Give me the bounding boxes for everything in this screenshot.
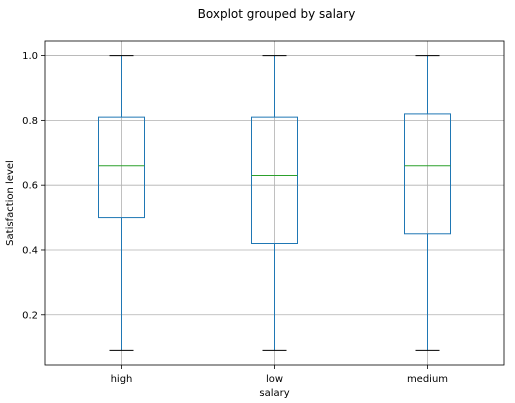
box-group-high [98, 55, 145, 351]
box-group-low [251, 55, 298, 351]
iqr-box-high [98, 116, 145, 219]
x-tick-label-medium: medium [407, 374, 448, 385]
y-tick-label-0: 0.2 [22, 310, 38, 321]
y-tick-label-4: 1.0 [22, 51, 38, 62]
y-axis-label: Satisfaction level [5, 160, 16, 246]
y-ticks: 0.2 0.4 0.6 0.8 1.0 [22, 51, 45, 321]
y-tick-label-2: 0.6 [22, 181, 38, 192]
y-tick-label-3: 0.8 [22, 116, 38, 127]
chart-title: Boxplot grouped by salary [198, 7, 356, 21]
x-tick-label-high: high [111, 374, 133, 385]
x-ticks: high low medium [111, 365, 448, 385]
box-group-medium [404, 55, 451, 351]
x-axis-label: salary [259, 388, 289, 399]
iqr-box-medium [404, 113, 451, 235]
y-tick-label-1: 0.4 [22, 245, 38, 256]
box-layer [98, 55, 451, 351]
iqr-box-low [251, 116, 298, 244]
x-tick-label-low: low [266, 374, 283, 385]
